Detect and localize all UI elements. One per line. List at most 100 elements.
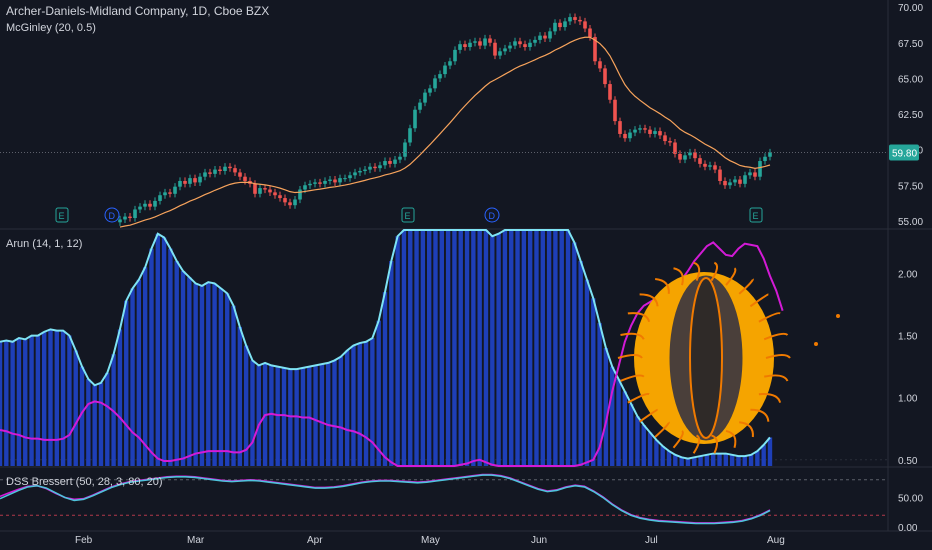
candle-body <box>218 169 222 171</box>
arun-bar <box>326 362 331 466</box>
candle-body <box>498 51 502 56</box>
arun-bar <box>174 261 179 466</box>
candle-body <box>493 42 497 56</box>
arun-bar <box>704 454 710 466</box>
candle-body <box>198 176 202 183</box>
candle-body <box>133 209 137 219</box>
candle-body <box>513 41 517 46</box>
eye-flame-stroke <box>639 408 658 423</box>
arun-bar <box>149 248 154 466</box>
candle-body <box>348 175 352 179</box>
eye-dot <box>836 314 840 318</box>
candle-body <box>443 65 447 75</box>
arun-bar <box>16 338 22 466</box>
candle-body <box>743 175 747 184</box>
last-price-label: 59.80 <box>892 148 917 159</box>
candle-body <box>353 172 357 176</box>
candle-body <box>453 49 457 62</box>
dividend-marker-label: D <box>489 211 496 221</box>
candle-body <box>553 22 557 32</box>
arun-bar <box>218 288 224 466</box>
candle-body <box>533 39 537 43</box>
candle-body <box>258 188 262 194</box>
eye-flame-stroke <box>627 312 651 323</box>
earnings-marker-label: E <box>405 211 411 221</box>
arun-bar <box>534 230 539 466</box>
candle-body <box>203 172 207 177</box>
arun-bar <box>761 444 766 466</box>
candle-body <box>448 61 452 66</box>
arun-bar <box>54 330 59 466</box>
eye-flame-stroke <box>620 374 645 382</box>
candle-body <box>668 141 672 143</box>
candle-body <box>763 156 767 162</box>
arun-bar <box>237 326 243 466</box>
arun-histogram <box>0 230 773 466</box>
candle-body <box>188 178 192 184</box>
arun-bar <box>748 454 754 466</box>
arun-bar <box>578 261 583 466</box>
candle-body <box>343 178 347 180</box>
earnings-marker-label: E <box>59 211 65 221</box>
candle-body <box>538 35 542 40</box>
arun-bar <box>180 270 186 466</box>
time-axis-label: Aug <box>767 535 785 546</box>
candle-body <box>648 129 652 134</box>
arun-bar <box>408 230 413 466</box>
arun-bar <box>603 348 609 466</box>
arun-bar <box>10 341 15 466</box>
arun-bar <box>401 230 407 466</box>
candle-body <box>318 182 322 184</box>
candle-body <box>473 41 477 43</box>
candle-body <box>358 171 362 173</box>
time-axis-label: Jul <box>645 535 658 546</box>
candle-body <box>123 216 127 220</box>
candle-body <box>428 88 432 93</box>
arun-bar <box>319 364 325 466</box>
candle-body <box>228 166 232 169</box>
earnings-marker <box>55 207 69 223</box>
eye-flame-stroke <box>750 408 770 422</box>
candle-body <box>288 202 292 206</box>
arun-bar <box>0 341 3 466</box>
candle-body <box>278 195 282 199</box>
arun-bar <box>477 230 482 466</box>
candle-body <box>593 37 597 62</box>
mcginley-label: McGinley (20, 0.5) <box>6 22 96 34</box>
arun-bar <box>35 335 41 466</box>
candle-body <box>283 198 287 203</box>
arun-bar <box>660 446 665 466</box>
candle-body <box>238 172 242 177</box>
dss-tick-label: 50.00 <box>898 494 923 505</box>
candle-body <box>148 203 152 207</box>
candle-body <box>503 48 507 52</box>
last-price-badge <box>889 144 919 161</box>
candle-body <box>558 22 562 28</box>
arun-bar <box>755 451 760 466</box>
eye-flame-stroke <box>738 278 754 295</box>
symbol-title: Archer-Daniels-Midland Company, 1D, Cboe… <box>6 4 270 18</box>
arun-bar <box>483 230 489 466</box>
arun-bar <box>496 233 501 466</box>
arun-bar <box>452 230 457 466</box>
arun-bar <box>641 425 646 466</box>
arun-bar <box>332 360 337 466</box>
arun-bar <box>212 283 217 466</box>
candle-body <box>143 203 147 207</box>
arun-bar <box>546 230 552 466</box>
arun-bar <box>464 230 470 466</box>
arun-bar <box>67 335 72 466</box>
arun-bar <box>414 230 419 466</box>
candle-body <box>768 152 772 157</box>
candle-body <box>233 168 237 173</box>
arun-bar <box>23 339 28 466</box>
candle-body <box>688 152 692 156</box>
candle-body <box>293 199 297 206</box>
candle-body <box>728 182 732 186</box>
candle-body <box>418 102 422 110</box>
arun-bar <box>344 350 350 466</box>
arun-line-cyan <box>0 229 771 460</box>
arun-bar <box>288 369 293 466</box>
eye-flame-stroke <box>749 293 769 308</box>
